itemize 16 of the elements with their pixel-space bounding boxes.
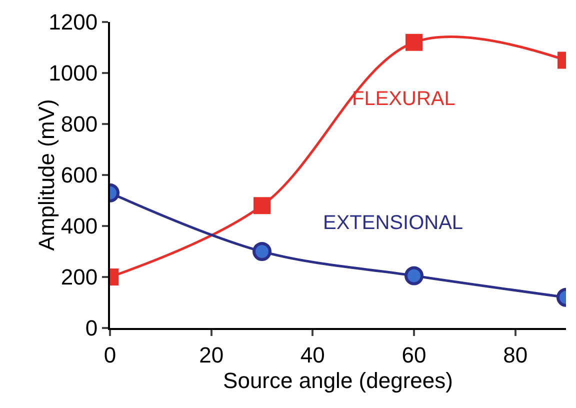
x-axis-title: Source angle (degrees) bbox=[223, 368, 453, 393]
y-tick-label: 600 bbox=[60, 162, 98, 188]
x-tick-label: 60 bbox=[402, 342, 426, 368]
x-tick-label: 0 bbox=[104, 342, 116, 368]
series-label: EXTENSIONAL bbox=[323, 212, 464, 234]
y-axis-title: Amplitude (mV) bbox=[34, 99, 59, 251]
x-tick-label: 40 bbox=[300, 342, 325, 368]
y-tick-label: 1000 bbox=[48, 60, 98, 86]
x-tick-label: 80 bbox=[503, 342, 528, 368]
y-tick-label: 1200 bbox=[48, 10, 98, 35]
y-tick-label: 200 bbox=[60, 264, 98, 290]
y-tick-label: 800 bbox=[60, 112, 98, 137]
y-tick-label: 400 bbox=[60, 214, 98, 239]
x-tick-label: 20 bbox=[199, 342, 224, 368]
series-label: FLEXURAL bbox=[352, 88, 456, 110]
y-tick-label: 0 bbox=[85, 316, 98, 341]
